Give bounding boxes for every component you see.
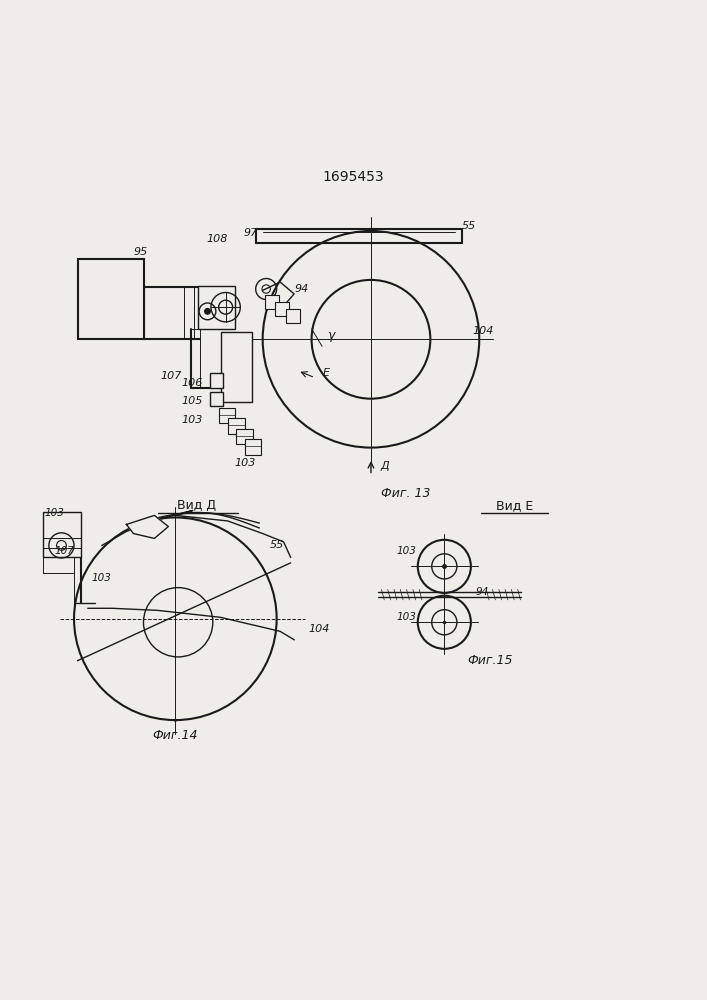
Bar	[42, 512, 81, 557]
Text: 104: 104	[472, 326, 493, 336]
Text: 103: 103	[397, 546, 416, 556]
Circle shape	[205, 309, 210, 314]
Text: 107: 107	[54, 546, 74, 556]
Polygon shape	[127, 515, 168, 538]
Text: 103: 103	[235, 458, 256, 468]
Text: 97: 97	[244, 228, 258, 238]
Bar	[210, 392, 223, 406]
Text: 104: 104	[308, 624, 329, 634]
Text: 55: 55	[269, 540, 284, 550]
Text: 106: 106	[182, 378, 204, 388]
Text: 95: 95	[134, 247, 148, 257]
Bar	[210, 373, 223, 388]
Text: Фиг.14: Фиг.14	[153, 729, 198, 742]
Bar	[245, 439, 262, 455]
Text: 1695453: 1695453	[322, 170, 385, 184]
Text: 105: 105	[182, 396, 204, 406]
Text: Фиг. 13: Фиг. 13	[381, 487, 431, 500]
Text: E: E	[323, 368, 329, 378]
Text: 107: 107	[161, 371, 182, 381]
Bar	[286, 309, 300, 323]
Text: 103: 103	[91, 573, 112, 583]
Bar	[78, 259, 144, 339]
Bar	[221, 332, 252, 402]
Text: γ: γ	[327, 329, 334, 342]
Text: Д: Д	[380, 461, 389, 471]
Text: 55: 55	[462, 221, 476, 231]
Bar	[228, 418, 245, 434]
Text: 103: 103	[45, 508, 64, 518]
Bar	[218, 408, 235, 423]
Bar	[264, 295, 279, 309]
Text: 103: 103	[182, 415, 204, 425]
Text: 103: 103	[397, 612, 416, 622]
Bar	[236, 429, 253, 444]
Bar	[199, 286, 235, 329]
Text: 108: 108	[206, 234, 228, 244]
Text: Вид Д: Вид Д	[177, 499, 216, 512]
Text: Вид Е: Вид Е	[496, 499, 533, 512]
Text: Фиг.15: Фиг.15	[467, 654, 513, 667]
Text: 94: 94	[476, 587, 489, 597]
Text: 94: 94	[294, 284, 308, 294]
Bar	[275, 302, 289, 316]
